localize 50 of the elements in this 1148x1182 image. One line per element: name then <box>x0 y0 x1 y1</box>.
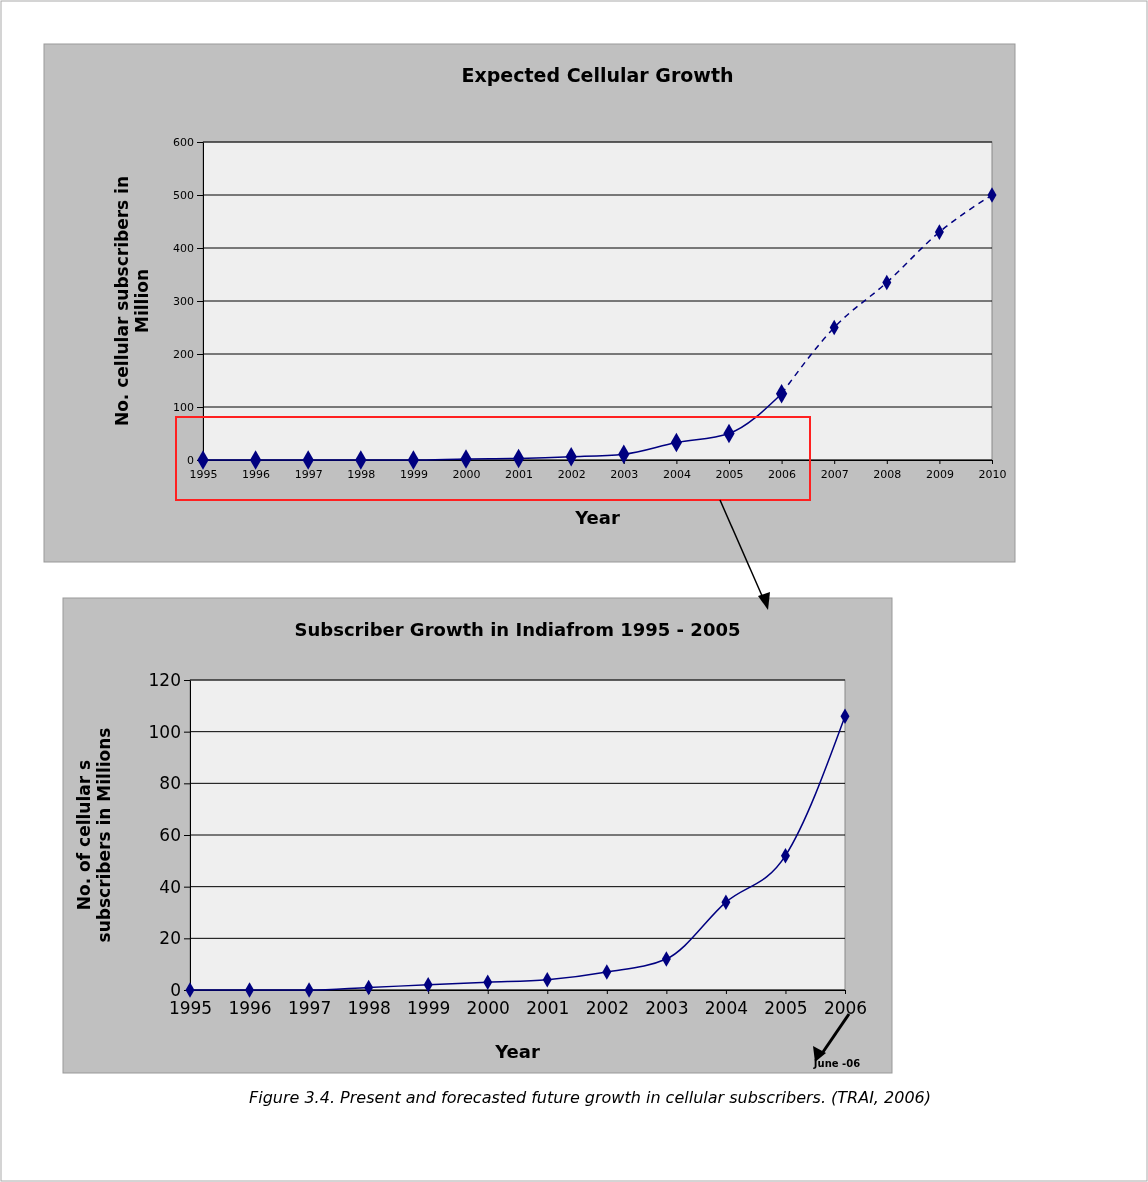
chart-title: Subscriber Growth in Indiafrom 1995 - 2005 <box>294 619 741 640</box>
x-tick-label: 1996 <box>242 468 271 481</box>
text: June -06 <box>812 1058 861 1069</box>
y-tick-label: 60 <box>159 824 181 845</box>
y-tick-label: 100 <box>148 721 181 742</box>
x-tick-label: 2001 <box>526 998 570 1018</box>
x-tick-label: 2000 <box>452 468 481 481</box>
y-tick-label: 300 <box>173 295 194 309</box>
y-axis-title: No. of cellular s subscribers in Millions <box>74 727 115 943</box>
y-tick-label: 120 <box>148 669 181 690</box>
x-tick-label: 1998 <box>347 998 391 1018</box>
x-tick-label: 2002 <box>585 998 629 1018</box>
y-tick-label: 40 <box>159 876 181 897</box>
x-tick-label: 2010 <box>978 468 1007 481</box>
x-axis-title: Year <box>494 1041 540 1062</box>
y-tick-label: 600 <box>173 136 194 150</box>
x-axis-title: Year <box>574 507 620 528</box>
x-tick-label: 1999 <box>407 998 451 1018</box>
caption: Figure 3.4. Present and forecasted future growth in cellular subscribers. (TRAI, 2006) <box>248 1088 932 1107</box>
x-tick-label: 1996 <box>228 998 272 1018</box>
x-tick-label: 1995 <box>168 998 213 1018</box>
x-tick-label: 1997 <box>287 998 332 1018</box>
x-tick-label: 1997 <box>294 468 323 481</box>
y-tick-label: 100 <box>173 401 194 415</box>
x-tick-label: 1998 <box>347 468 376 481</box>
x-tick-label: 2005 <box>764 998 808 1018</box>
x-tick-label: 2000 <box>466 998 510 1018</box>
x-tick-label: 1999 <box>399 468 428 481</box>
y-tick-label: 0 <box>187 454 194 468</box>
x-tick-label: 2009 <box>925 468 954 481</box>
y-axis-title: No. cellular subscribers in Million <box>112 175 153 427</box>
x-tick-label: 2005 <box>715 468 744 481</box>
x-tick-label: 2002 <box>557 468 586 481</box>
x-tick-label: 2003 <box>645 998 689 1018</box>
x-tick-label: 2004 <box>662 468 691 481</box>
x-tick-label: 2008 <box>873 468 902 481</box>
x-tick-label: 1995 <box>189 468 218 481</box>
x-tick-label: 2006 <box>823 998 868 1018</box>
x-tick-label: 2001 <box>505 468 534 481</box>
y-tick-label: 400 <box>173 242 194 256</box>
x-tick-label: 2004 <box>704 998 749 1018</box>
chart-title: Expected Cellular Growth <box>461 64 734 86</box>
x-tick-label: 2007 <box>820 468 849 481</box>
y-tick-label: 200 <box>173 348 194 362</box>
x-tick-label: 2006 <box>768 468 797 481</box>
y-tick-label: 500 <box>173 189 194 203</box>
x-tick-label: 2003 <box>610 468 639 481</box>
y-tick-label: 0 <box>170 979 181 1000</box>
y-tick-label: 80 <box>159 773 181 794</box>
y-tick-label: 20 <box>159 928 181 949</box>
